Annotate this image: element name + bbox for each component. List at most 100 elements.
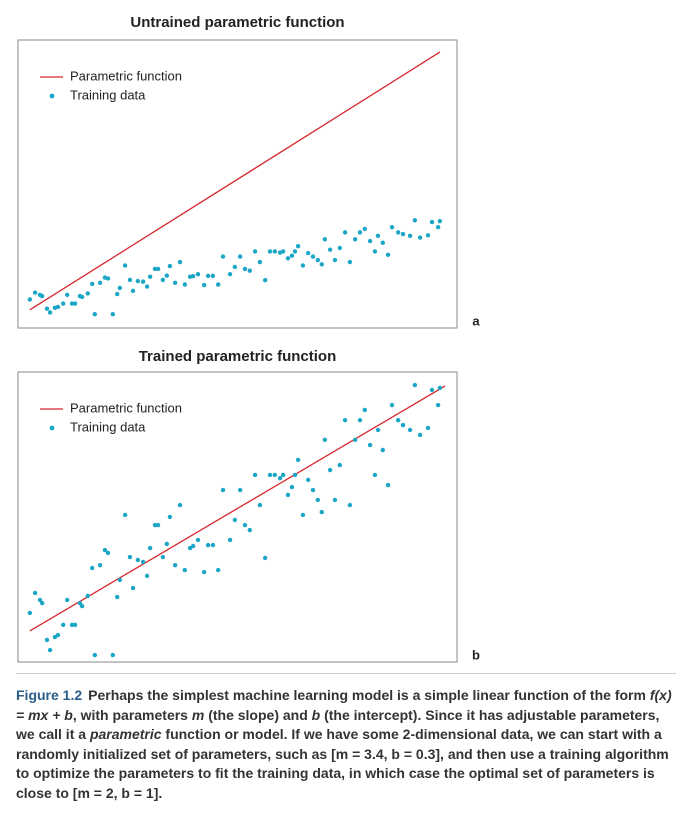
data-point: [69, 622, 75, 628]
data-point: [252, 249, 258, 254]
data-point: [64, 292, 70, 298]
caption-text: , with parameters: [72, 706, 192, 723]
data-point: [300, 263, 306, 268]
data-point: [147, 545, 153, 551]
data-point: [337, 245, 342, 251]
data-point: [227, 271, 233, 277]
data-point: [220, 254, 226, 259]
caption-text: f(x) = mx + b: [16, 687, 672, 723]
data-point: [280, 249, 286, 254]
data-point: [347, 259, 353, 265]
data-point: [357, 417, 363, 423]
data-point: [400, 422, 406, 428]
data-point: [277, 475, 283, 481]
data-point: [147, 274, 153, 279]
panel-label: a: [472, 313, 480, 328]
data-point: [425, 425, 431, 431]
data-point: [205, 542, 211, 548]
data-point: [367, 238, 373, 244]
data-point: [39, 600, 45, 606]
data-point: [79, 603, 85, 609]
data-point: [85, 593, 91, 599]
data-point: [292, 472, 298, 478]
data-point: [372, 249, 378, 254]
data-point: [310, 487, 316, 493]
data-point: [190, 273, 196, 279]
data-point: [267, 249, 273, 254]
data-point: [164, 273, 170, 278]
data-point: [177, 502, 183, 508]
data-point: [412, 218, 418, 223]
data-point: [319, 509, 324, 515]
data-point: [130, 585, 136, 591]
data-point: [135, 278, 141, 284]
data-point: [195, 537, 201, 543]
data-point: [79, 294, 85, 300]
data-point: [237, 487, 243, 493]
data-point: [247, 527, 252, 533]
data-point: [435, 225, 441, 230]
chart-title: Trained parametric function: [139, 348, 337, 365]
data-point: [289, 253, 295, 258]
data-point: [167, 514, 173, 520]
data-point: [127, 277, 133, 283]
data-point: [105, 550, 111, 556]
data-point: [367, 442, 373, 448]
data-point: [295, 457, 301, 463]
data-point: [155, 522, 161, 528]
data-point: [242, 266, 248, 272]
data-point: [172, 562, 178, 568]
data-point: [97, 280, 103, 285]
data-point: [435, 402, 441, 408]
data-point: [61, 622, 66, 628]
fitted-line: [29, 385, 446, 632]
data-point: [380, 240, 386, 245]
data-point: [332, 497, 338, 503]
data-point: [110, 652, 116, 658]
data-point: [257, 259, 263, 265]
data-point: [429, 387, 435, 393]
data-point: [257, 502, 263, 508]
data-point: [205, 273, 211, 279]
data-point: [300, 512, 306, 518]
chart-title: Untrained parametric function: [130, 14, 344, 31]
data-point: [232, 264, 238, 270]
data-point: [292, 249, 298, 254]
data-point: [322, 237, 328, 242]
caption-text: function or model. If we have some 2-dim…: [16, 726, 669, 801]
data-point: [85, 291, 91, 296]
data-point: [305, 477, 311, 483]
data-point: [72, 301, 78, 306]
data-point: [72, 622, 78, 628]
data-point: [44, 306, 50, 311]
data-point: [437, 218, 443, 224]
data-point: [215, 567, 221, 573]
data-point: [220, 487, 226, 493]
data-point: [190, 543, 196, 549]
data-point: [177, 259, 183, 265]
data-point: [407, 427, 413, 433]
caption: Figure 1.2 Perhaps the simplest machine l…: [16, 686, 676, 803]
data-point: [412, 382, 418, 388]
data-point: [357, 230, 363, 235]
data-point: [47, 310, 53, 315]
data-point: [144, 573, 150, 579]
data-point: [267, 472, 273, 478]
data-point: [362, 407, 368, 413]
data-point: [115, 594, 120, 600]
data-point: [110, 311, 116, 317]
data-point: [69, 301, 75, 306]
data-point: [160, 554, 166, 560]
data-point: [280, 472, 286, 478]
data-point: [89, 565, 95, 571]
legend-label: Training data: [70, 419, 146, 434]
data-point: [380, 447, 386, 453]
data-point: [232, 517, 238, 523]
data-point: [319, 262, 324, 267]
data-point: [385, 482, 391, 488]
data-point: [262, 277, 268, 283]
data-point: [27, 297, 33, 302]
data-point: [160, 277, 166, 283]
data-point: [252, 472, 258, 478]
